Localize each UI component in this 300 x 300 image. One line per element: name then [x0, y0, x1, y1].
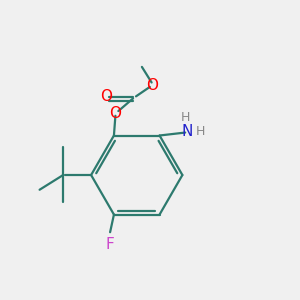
Text: H: H: [196, 124, 205, 138]
Text: O: O: [110, 106, 122, 121]
Text: N: N: [182, 124, 193, 139]
Text: O: O: [100, 89, 112, 104]
Text: H: H: [181, 111, 190, 124]
Text: O: O: [146, 78, 158, 93]
Text: F: F: [105, 237, 114, 252]
